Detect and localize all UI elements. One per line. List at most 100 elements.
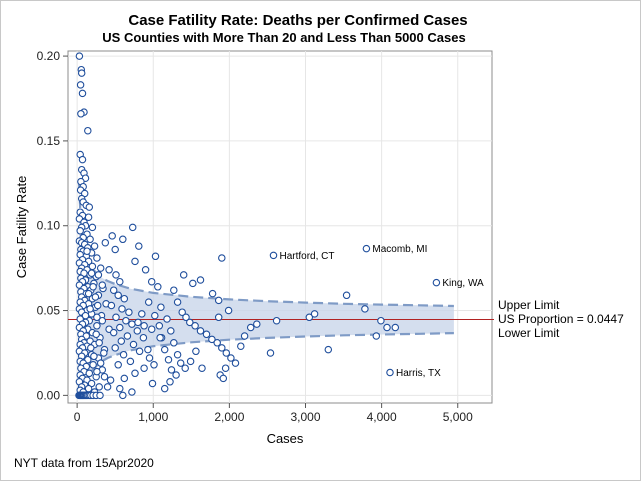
data-point <box>145 354 154 362</box>
data-point <box>125 308 133 316</box>
data-point <box>147 325 156 333</box>
x-tick-label: 5,000 <box>443 410 473 424</box>
data-point <box>96 391 104 400</box>
data-point <box>107 301 116 310</box>
data-point <box>126 357 135 366</box>
data-point <box>372 332 381 340</box>
point-annotation: King, WA <box>442 278 484 289</box>
data-point <box>173 350 182 359</box>
data-point <box>103 383 112 391</box>
data-point <box>163 315 171 323</box>
data-point <box>154 283 162 291</box>
data-point <box>157 303 165 311</box>
y-axis-label: Case Fatility Rate <box>14 176 29 279</box>
data-point <box>122 316 130 325</box>
data-points <box>75 52 400 400</box>
data-point <box>92 330 100 339</box>
data-point <box>94 271 103 279</box>
data-point <box>109 328 118 337</box>
data-point <box>246 323 255 332</box>
data-point <box>208 289 217 298</box>
data-point <box>144 298 153 306</box>
data-point <box>266 349 275 357</box>
data-point <box>95 339 103 347</box>
data-point <box>85 369 94 378</box>
data-point <box>189 279 197 288</box>
data-point <box>112 313 120 322</box>
data-point <box>95 383 103 391</box>
x-tick-label: 4,000 <box>367 410 397 424</box>
data-point <box>240 332 249 340</box>
data-point <box>129 340 138 349</box>
data-point <box>119 350 128 359</box>
data-point <box>119 235 127 244</box>
data-point <box>170 339 178 347</box>
upper-limit-label: Upper Limit <box>498 298 560 312</box>
labeled-data-point <box>362 244 371 253</box>
data-point <box>131 257 139 266</box>
data-point <box>186 318 194 327</box>
data-point <box>196 276 205 284</box>
data-point <box>123 332 132 340</box>
data-point <box>140 364 148 372</box>
data-point <box>108 232 116 240</box>
data-point <box>106 376 115 384</box>
data-point <box>119 391 127 400</box>
data-point <box>96 264 105 272</box>
data-point <box>224 306 233 315</box>
labeled-data-point <box>269 251 278 260</box>
data-point <box>85 203 94 211</box>
data-point <box>140 322 148 330</box>
data-point <box>90 352 98 361</box>
data-point <box>75 52 84 60</box>
data-point <box>135 242 143 250</box>
data-point <box>182 313 190 322</box>
data-point <box>167 327 175 335</box>
y-tick-label: 0.20 <box>37 49 61 63</box>
data-point <box>117 337 126 345</box>
us-proportion-label: US Proportion = 0.0447 <box>498 312 624 326</box>
data-point <box>144 345 152 354</box>
data-point <box>114 291 122 300</box>
y-tick-label: 0.10 <box>37 219 61 233</box>
point-annotation: Harris, TX <box>396 368 441 379</box>
data-point <box>208 335 216 344</box>
data-point <box>198 364 206 372</box>
data-point <box>98 281 107 289</box>
x-tick-label: 0 <box>74 410 81 424</box>
lower-limit-label: Lower Limit <box>498 326 560 340</box>
data-point <box>218 344 226 352</box>
data-point <box>120 294 129 303</box>
data-point <box>310 310 319 318</box>
data-point <box>160 384 169 393</box>
point-annotation: Hartford, CT <box>280 251 335 262</box>
data-point <box>186 357 195 366</box>
x-axis-label: Cases <box>267 431 304 446</box>
data-point <box>164 355 173 364</box>
data-point <box>135 347 144 356</box>
data-point <box>93 367 101 376</box>
data-point <box>178 308 186 316</box>
data-point <box>87 344 95 352</box>
chart-title: Case Fatility Rate: Deaths per Confirmed… <box>128 12 467 29</box>
data-point <box>272 316 281 325</box>
data-point <box>214 296 223 305</box>
data-point <box>196 327 205 335</box>
data-point <box>112 271 120 279</box>
data-point <box>377 316 385 325</box>
data-point <box>128 388 136 396</box>
data-point <box>100 372 109 381</box>
data-point <box>151 311 159 320</box>
data-point <box>147 277 156 286</box>
data-point <box>148 379 157 388</box>
data-point <box>219 374 228 383</box>
data-point <box>172 371 180 379</box>
axis-ticks: 0 1,000 2,000 3,000 4,000 5,000 0.00 0.05 0.10 0.… <box>37 49 473 424</box>
x-tick-label: 3,000 <box>290 410 320 424</box>
data-point <box>160 345 169 354</box>
data-point <box>101 238 110 247</box>
footnote: NYT data from 15Apr2020 <box>14 456 154 470</box>
data-point <box>218 254 226 262</box>
data-point <box>170 286 178 294</box>
